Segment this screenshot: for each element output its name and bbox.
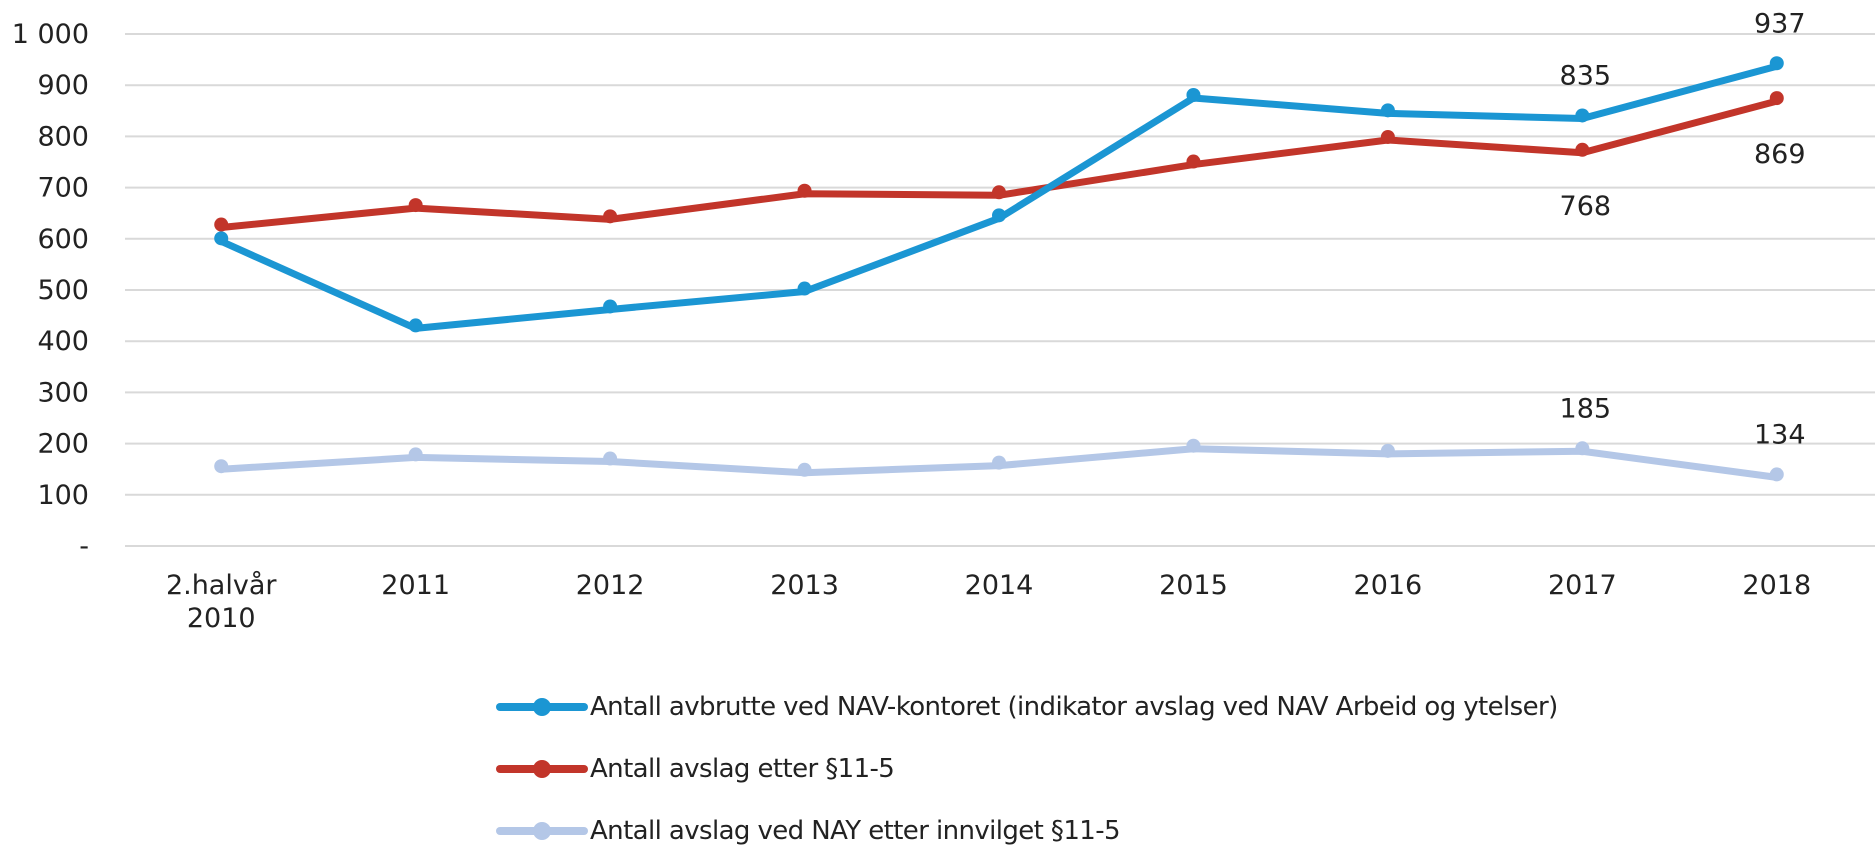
x-tick-label-line: 2013 xyxy=(770,570,839,601)
x-tick-label-line: 2018 xyxy=(1742,570,1811,601)
data-label: 937 xyxy=(1754,8,1806,39)
y-axis-ticks: - 100 200 300 400 500 600 700 800 900 1 000 xyxy=(12,19,89,562)
data-label: 768 xyxy=(1560,191,1612,222)
legend-item-avslag: Antall avslag etter §11-5 xyxy=(496,738,1558,800)
data-label: 835 xyxy=(1560,60,1612,91)
data-point xyxy=(1575,441,1590,456)
legend-item-nay: Antall avslag ved NAY etter innvilget §1… xyxy=(496,800,1558,862)
x-tick-label: 2012 xyxy=(576,570,645,601)
series-0 xyxy=(214,56,1784,333)
x-tick-label: 2011 xyxy=(381,570,450,601)
data-point xyxy=(992,455,1006,470)
legend-line-marker-icon xyxy=(496,760,588,778)
x-tick-label: 2013 xyxy=(770,570,839,601)
data-point xyxy=(408,447,423,462)
y-tick-label: 300 xyxy=(37,377,89,408)
data-point xyxy=(1186,438,1201,453)
data-point xyxy=(1769,56,1784,71)
data-point xyxy=(1575,108,1590,123)
y-tick-label: 200 xyxy=(37,429,89,460)
data-label: 869 xyxy=(1754,139,1806,170)
data-point xyxy=(603,299,618,314)
legend-line-marker-icon xyxy=(496,822,588,840)
data-point xyxy=(1769,91,1784,106)
y-tick-label: - xyxy=(79,531,89,562)
x-tick-label-line: 2010 xyxy=(187,603,256,634)
x-tick-label-line: 2.halvår xyxy=(166,570,277,601)
data-point xyxy=(1380,443,1395,458)
legend-item-avbrutte: Antall avbrutte ved NAV-kontoret (indika… xyxy=(496,676,1558,738)
data-point xyxy=(992,185,1006,200)
data-point xyxy=(797,462,812,477)
data-point xyxy=(1575,142,1590,157)
data-point xyxy=(408,198,423,213)
x-tick-label-line: 2017 xyxy=(1548,570,1617,601)
data-point xyxy=(214,217,229,232)
y-tick-label: 100 xyxy=(37,480,89,511)
y-tick-label: 500 xyxy=(37,275,89,306)
y-tick-label: 600 xyxy=(37,224,89,255)
data-point xyxy=(603,451,618,466)
legend-line-marker-icon xyxy=(496,698,588,716)
data-point xyxy=(603,209,618,224)
data-label: 185 xyxy=(1560,393,1612,424)
legend-swatch-dot xyxy=(533,822,551,840)
data-labels: 185 134 768 869 835 937 xyxy=(1560,8,1806,450)
x-tick-label: 2015 xyxy=(1159,570,1228,601)
data-label: 134 xyxy=(1754,419,1806,450)
legend-label: Antall avslag ved NAY etter innvilget §1… xyxy=(590,816,1121,846)
data-point xyxy=(992,208,1006,223)
data-point xyxy=(1380,103,1395,118)
series-2 xyxy=(214,438,1784,482)
data-point xyxy=(1186,88,1201,102)
series-1 xyxy=(214,91,1784,232)
x-tick-label-line: 2015 xyxy=(1159,570,1228,601)
x-axis-ticks: 2.halvår 2010 2011 2012 2013 2014 2015 2016 2017… xyxy=(166,570,1811,634)
x-tick-label-line: 2012 xyxy=(576,570,645,601)
legend-swatch-dot xyxy=(533,698,551,716)
legend-swatch-dot xyxy=(533,760,551,778)
data-point xyxy=(1186,154,1201,169)
legend-label: Antall avslag etter §11-5 xyxy=(590,754,895,784)
data-point xyxy=(797,183,812,198)
x-tick-label: 2.halvår 2010 xyxy=(166,570,277,634)
data-point xyxy=(408,318,423,333)
x-tick-label: 2014 xyxy=(965,570,1034,601)
line-chart: - 100 200 300 400 500 600 700 800 900 1 000 2.halv… xyxy=(12,8,1875,634)
legend-label: Antall avbrutte ved NAV-kontoret (indika… xyxy=(590,692,1558,722)
legend: Antall avbrutte ved NAV-kontoret (indika… xyxy=(496,676,1558,862)
y-tick-label: 800 xyxy=(37,121,89,152)
y-tick-label: 1 000 xyxy=(12,19,89,50)
y-tick-label: 900 xyxy=(37,70,89,101)
data-point xyxy=(797,281,812,296)
data-point xyxy=(1380,129,1395,144)
x-tick-label-line: 2016 xyxy=(1354,570,1423,601)
x-tick-label: 2018 xyxy=(1742,570,1811,601)
data-point xyxy=(214,459,229,474)
gridlines xyxy=(125,33,1875,547)
data-point xyxy=(1769,467,1784,482)
series-lines xyxy=(214,56,1784,482)
x-tick-label-line: 2014 xyxy=(965,570,1034,601)
x-tick-label-line: 2011 xyxy=(381,570,450,601)
y-tick-label: 400 xyxy=(37,326,89,357)
x-tick-label: 2017 xyxy=(1548,570,1617,601)
y-tick-label: 700 xyxy=(37,173,89,204)
x-tick-label: 2016 xyxy=(1354,570,1423,601)
data-point xyxy=(214,231,229,246)
